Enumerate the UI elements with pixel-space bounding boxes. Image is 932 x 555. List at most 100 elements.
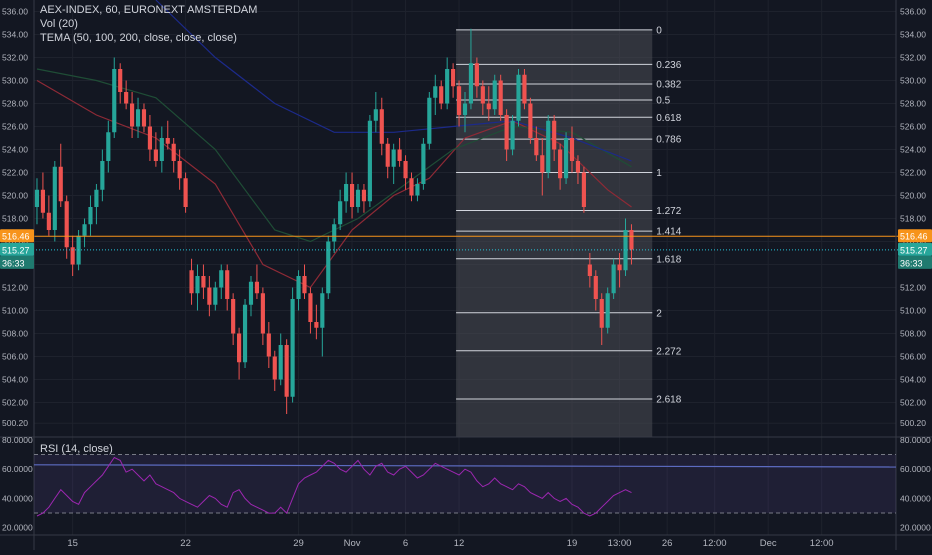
candle-body-8 bbox=[82, 224, 87, 236]
countdown-badge-left-bg bbox=[0, 255, 34, 269]
price-tick-left-13: 526.00 bbox=[2, 122, 28, 132]
candle-body-55 bbox=[361, 189, 367, 202]
fib-region bbox=[456, 29, 653, 438]
time-tick-0: 15 bbox=[67, 538, 78, 549]
fib-level-label-10: 2 bbox=[656, 308, 662, 319]
rsi-legend[interactable]: RSI (14, close) bbox=[40, 443, 113, 455]
candle-body-62 bbox=[403, 161, 408, 179]
candle-body-25 bbox=[183, 178, 188, 207]
time-tick-1: 22 bbox=[180, 538, 191, 549]
candle-body-31 bbox=[219, 270, 224, 288]
tema-legend[interactable]: TEMA (50, 100, 200, close, close, close) bbox=[40, 32, 237, 44]
fib-level-label-1: 0.236 bbox=[656, 60, 681, 71]
candle-body-69 bbox=[445, 69, 450, 104]
candle-body-30 bbox=[213, 287, 218, 305]
candle-body-100 bbox=[629, 230, 634, 250]
candle-body-82 bbox=[522, 74, 527, 104]
candle-body-93 bbox=[587, 264, 592, 276]
price-tick-left-2: 504.00 bbox=[2, 375, 28, 385]
candle-body-78 bbox=[498, 80, 503, 115]
price-tick-right-15: 530.00 bbox=[900, 76, 926, 86]
price-tick-left-4: 508.00 bbox=[2, 329, 28, 339]
candle-body-53 bbox=[349, 184, 355, 207]
candle-body-86 bbox=[546, 120, 551, 173]
teal-badge-right-text: 515.27 bbox=[900, 245, 928, 255]
candle-body-3 bbox=[52, 166, 57, 230]
symbol-legend[interactable]: AEX-INDEX, 60, EURONEXT AMSTERDAM bbox=[40, 4, 258, 16]
price-tick-right-12: 524.00 bbox=[900, 145, 926, 155]
candle-body-72 bbox=[462, 103, 468, 115]
teal-badge-left-bg bbox=[0, 242, 34, 256]
countdown-badge-left-text: 36:33 bbox=[2, 258, 25, 268]
candle-body-46 bbox=[308, 293, 313, 322]
candle-body-17 bbox=[135, 109, 141, 127]
time-tick-4: 6 bbox=[403, 538, 408, 549]
candle-body-28 bbox=[201, 276, 206, 288]
candle-body-50 bbox=[332, 224, 337, 242]
candle-body-47 bbox=[314, 322, 319, 328]
countdown-badge-right-text: 36:33 bbox=[900, 258, 923, 268]
teal-badge-right-bg bbox=[898, 242, 932, 256]
candle-body-71 bbox=[456, 86, 462, 115]
candle-body-87 bbox=[552, 120, 557, 150]
candle-body-59 bbox=[385, 143, 390, 167]
candle-body-24 bbox=[177, 161, 182, 179]
candle-body-95 bbox=[599, 299, 604, 328]
candle-body-58 bbox=[379, 109, 384, 144]
candle-body-23 bbox=[171, 143, 176, 161]
rsi-line bbox=[36, 456, 632, 517]
fib-level-label-11: 2.272 bbox=[656, 346, 681, 357]
candle-body-60 bbox=[391, 149, 396, 167]
candle-body-21 bbox=[159, 138, 164, 161]
candle-body-35 bbox=[242, 304, 248, 363]
price-tick-right-17: 534.00 bbox=[900, 30, 926, 40]
candle-body-96 bbox=[605, 293, 610, 328]
candle-body-74 bbox=[474, 63, 479, 87]
price-tick-left-3: 506.00 bbox=[2, 352, 28, 362]
candle-body-13 bbox=[112, 69, 117, 133]
candle-body-48 bbox=[320, 293, 325, 328]
price-tick-right-6: 512.00 bbox=[900, 283, 926, 293]
candle-body-26 bbox=[189, 270, 194, 294]
candle-body-52 bbox=[344, 184, 349, 202]
candle-body-9 bbox=[88, 207, 93, 225]
time-tick-9: 12:00 bbox=[703, 538, 727, 549]
candle-body-94 bbox=[593, 276, 598, 299]
fib-level-label-6: 1 bbox=[656, 168, 662, 179]
orange-badge-right-bg bbox=[898, 229, 932, 243]
volume-legend[interactable]: Vol (20) bbox=[40, 18, 78, 30]
candle-body-29 bbox=[207, 287, 212, 305]
price-tick-left-5: 510.00 bbox=[2, 306, 28, 316]
candle-body-68 bbox=[439, 86, 444, 104]
orange-badge-left-bg bbox=[0, 229, 34, 243]
price-tick-right-18: 536.00 bbox=[900, 7, 926, 17]
fib-level-label-5: 0.786 bbox=[656, 135, 681, 146]
candle-body-34 bbox=[237, 333, 242, 363]
candle-body-18 bbox=[141, 109, 147, 127]
price-tick-left-6: 512.00 bbox=[2, 283, 28, 293]
candle-body-56 bbox=[367, 120, 372, 202]
price-tick-right-11: 522.00 bbox=[900, 168, 926, 178]
rsi-ma-line bbox=[33, 464, 897, 468]
candle-body-22 bbox=[165, 138, 170, 144]
candle-body-39 bbox=[266, 333, 271, 357]
price-tick-right-5: 510.00 bbox=[900, 306, 926, 316]
fib-level-label-7: 1.272 bbox=[656, 206, 681, 217]
candle-body-4 bbox=[58, 166, 63, 202]
price-tick-left-16: 532.00 bbox=[2, 53, 28, 63]
candle-body-19 bbox=[147, 126, 153, 150]
candle-body-66 bbox=[427, 97, 432, 144]
candle-body-2 bbox=[46, 212, 51, 230]
candle-body-6 bbox=[70, 247, 75, 265]
candle-body-1 bbox=[40, 189, 45, 213]
candle-body-5 bbox=[64, 201, 69, 248]
rsi-tick-right-1: 40.0000 bbox=[900, 493, 931, 503]
time-tick-7: 13:00 bbox=[608, 538, 632, 549]
rsi-band-fill bbox=[34, 454, 896, 514]
price-tick-left-12: 524.00 bbox=[2, 145, 28, 155]
candle-body-54 bbox=[355, 189, 361, 207]
price-tick-left-10: 520.00 bbox=[2, 191, 28, 201]
price-tick-left-18: 536.00 bbox=[2, 7, 28, 17]
